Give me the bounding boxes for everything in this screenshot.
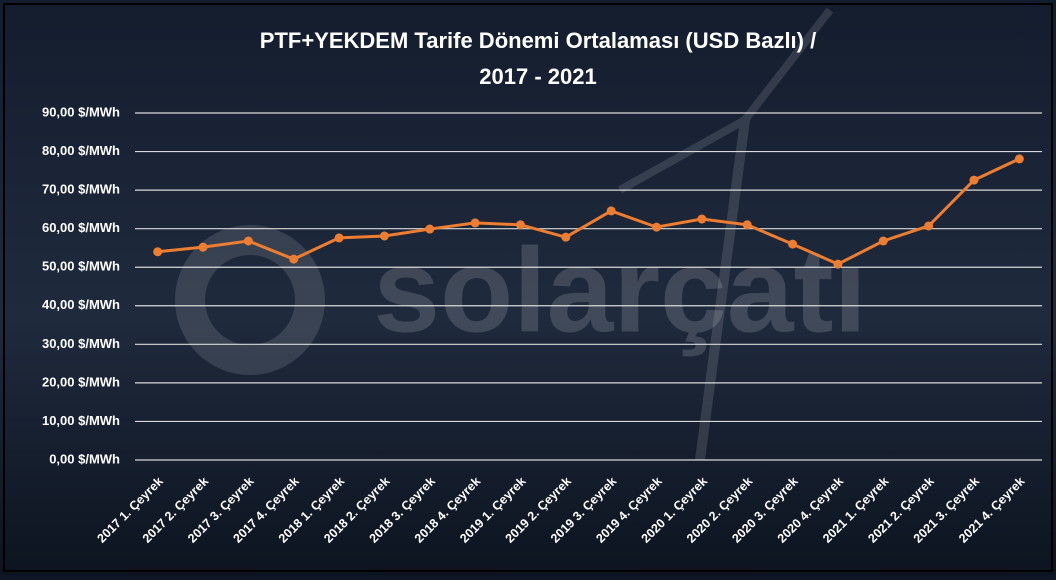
point <box>334 233 344 243</box>
point <box>878 236 888 246</box>
y-tick-label: 0,00 $/MWh <box>49 451 120 466</box>
point <box>153 247 163 257</box>
chart-subtitle: 2017 - 2021 <box>479 64 596 89</box>
y-tick-label: 10,00 $/MWh <box>42 413 120 428</box>
point <box>697 214 707 224</box>
point <box>198 242 208 252</box>
point <box>243 236 253 246</box>
y-tick-label: 60,00 $/MWh <box>42 220 120 235</box>
line <box>157 157 1020 266</box>
watermark: solarçatı <box>373 224 867 358</box>
y-tick-label: 90,00 $/MWh <box>42 104 120 119</box>
y-tick-label: 20,00 $/MWh <box>42 374 120 389</box>
point <box>379 231 389 241</box>
point <box>1014 154 1024 164</box>
chart-title: PTF+YEKDEM Tarife Dönemi Ortalaması (USD… <box>260 28 816 53</box>
point <box>788 239 798 249</box>
point <box>742 220 752 230</box>
y-tick-label: 40,00 $/MWh <box>42 297 120 312</box>
point <box>969 175 979 185</box>
point <box>515 220 525 230</box>
y-tick-label: 50,00 $/MWh <box>42 259 120 274</box>
point <box>652 222 662 232</box>
point <box>289 254 299 264</box>
point <box>924 221 934 231</box>
y-tick-label: 70,00 $/MWh <box>42 182 120 197</box>
frame <box>3 3 1053 572</box>
point <box>833 259 843 269</box>
y-tick-label: 80,00 $/MWh <box>42 143 120 158</box>
point <box>470 218 480 228</box>
y-tick-label: 30,00 $/MWh <box>42 336 120 351</box>
point <box>561 232 571 242</box>
point <box>425 224 435 234</box>
point <box>606 206 616 216</box>
